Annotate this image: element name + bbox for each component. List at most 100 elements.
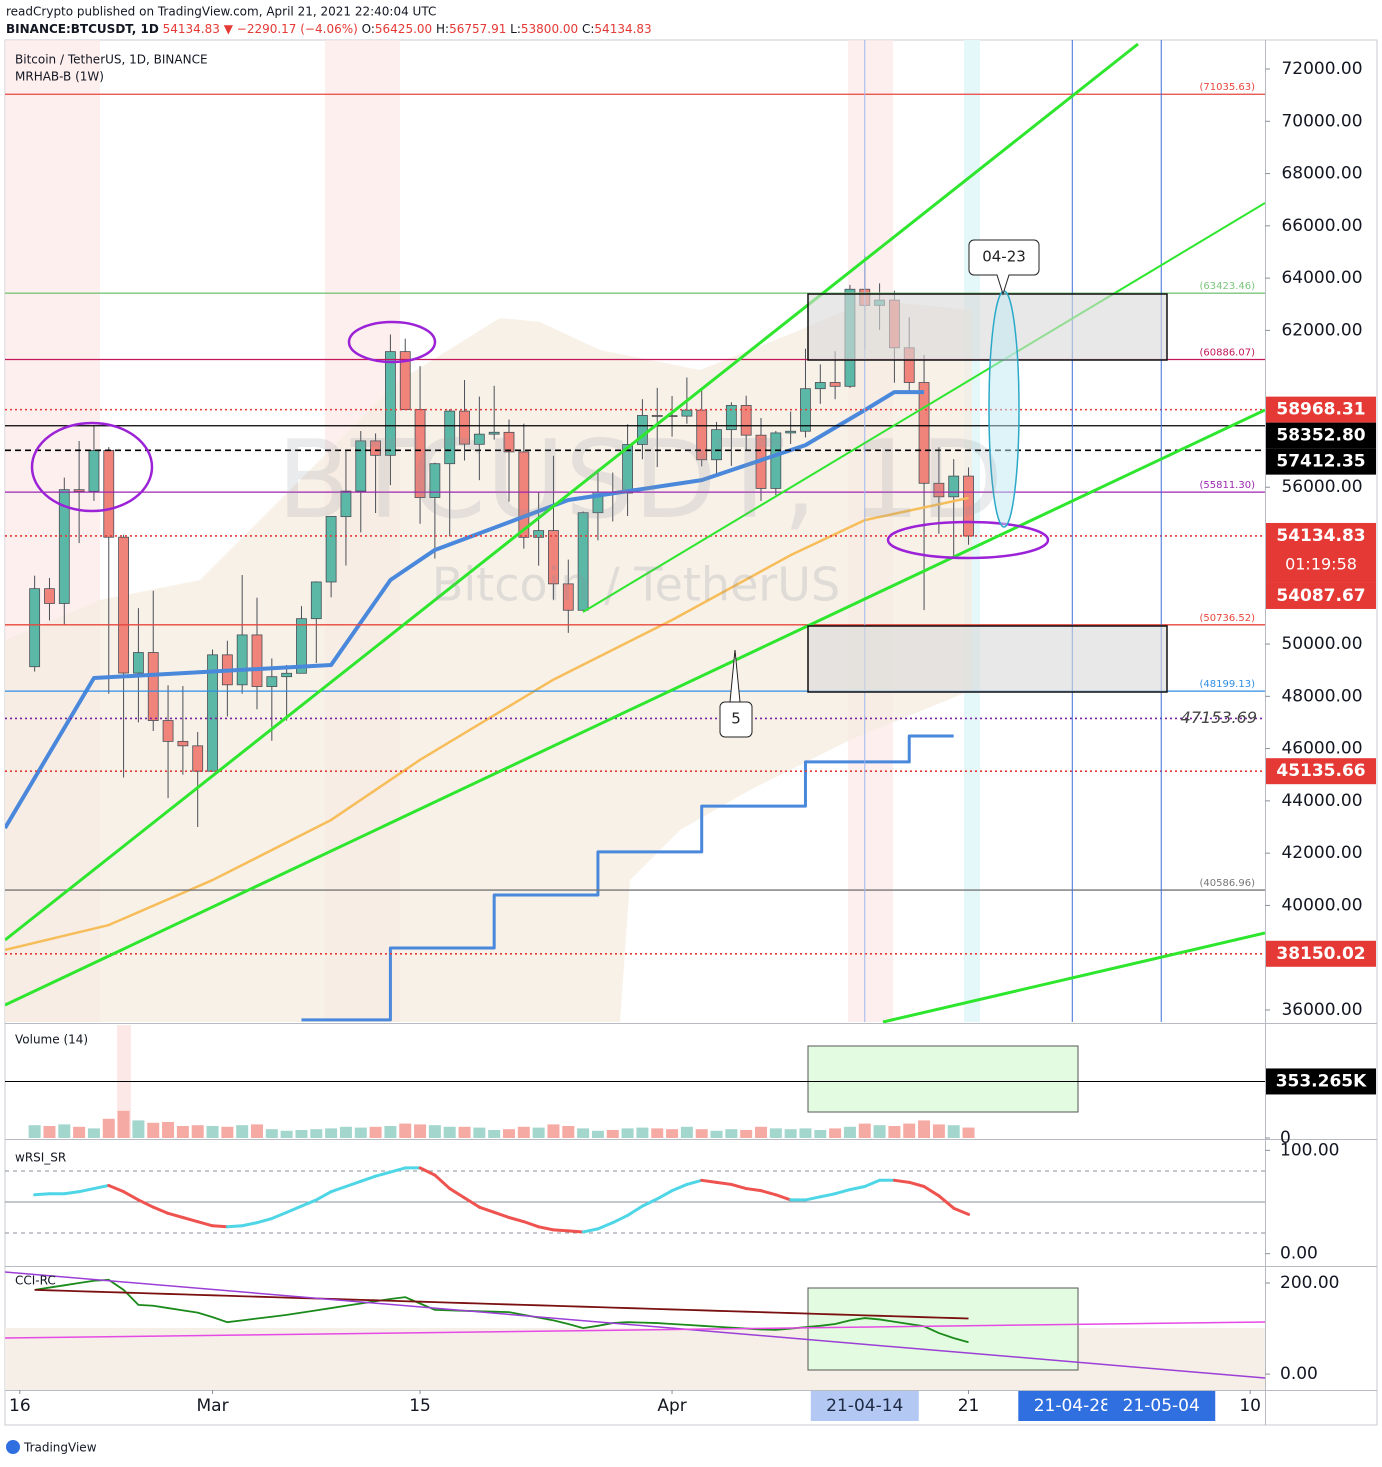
last-price: 54134.83 [163,22,220,36]
price-tag [1266,448,1376,475]
candle-body [503,431,515,453]
time-marker-label: 21-05-04 [1123,1396,1200,1416]
level-label: (50736.52) [1199,613,1255,624]
drawings [5,42,1265,1379]
candle-body [251,634,263,687]
volume-bar [547,1124,560,1138]
x-tick-label: 15 [409,1396,431,1416]
x-tick-label: Mar [196,1396,228,1416]
candle-body [192,745,204,772]
volume-bar [414,1124,427,1138]
volume-bar [962,1127,975,1138]
price-tag-label: 58352.80 [1276,426,1365,446]
price-tag-label: 45135.66 [1276,761,1365,781]
zone-box [807,1045,1079,1113]
candle-body [963,475,974,537]
volume-bar [206,1125,219,1138]
volume-bar [843,1126,856,1138]
y-tick-label: 46000.00 [1281,739,1362,759]
candle-body [177,740,189,747]
pane-title: Volume (14) [15,1033,88,1047]
candle-body [44,588,55,604]
level-label: (71035.63) [1199,82,1255,93]
indicator-segment [477,1205,496,1214]
indicator-segment [418,1166,437,1177]
volume-bar [814,1129,827,1138]
volume-tag-label: 353.265K [1276,1071,1367,1091]
price-tag [1266,582,1376,609]
volume-bar [932,1124,945,1138]
y-tick-label: 72000.00 [1281,59,1362,79]
indicator-line [301,734,954,1022]
indicator-line [5,390,925,830]
indicator-segment [507,1216,526,1224]
indicator-segment [581,1227,600,1234]
candle-body [681,409,693,417]
indicator-line [34,1288,969,1320]
ohlc-label: H: [436,22,449,36]
volume-bar [265,1129,278,1138]
level-label: (48199.13) [1199,679,1255,690]
indicator-segment [922,1185,941,1198]
volume-bar [532,1127,545,1138]
indicator-segment [211,1224,229,1229]
callout-text: 04-23 [982,248,1026,266]
candle-body [459,410,470,445]
indicator-segment [285,1204,303,1214]
volume-bar [73,1126,86,1138]
volume-bar [680,1126,693,1138]
volume-bar [221,1126,234,1138]
candle-body [29,588,41,668]
volume-bar [517,1126,530,1138]
x-tick-label: 10 [1239,1396,1261,1416]
price-tag-label: 58968.31 [1276,400,1365,420]
indicator-segment [314,1190,333,1202]
indicator-segment [774,1193,793,1202]
volume-bar [87,1128,100,1138]
candle-body [948,475,960,498]
candle-body [88,450,100,492]
volume-bar [918,1120,931,1138]
indicator-segment [522,1220,541,1229]
price-change: ▼ −2290.17 (−4.06%) [224,22,358,36]
level-label: (60886.07) [1199,348,1255,359]
cci-trend [5,1271,1265,1379]
y-tick-label: 66000.00 [1281,216,1362,236]
volume-bar [606,1129,619,1138]
indicator-segment [433,1173,452,1191]
indicator-segment [299,1198,318,1208]
indicator-segment [240,1221,259,1228]
candle-body [473,433,485,445]
indicator-segment [566,1229,585,1234]
indicator-segment [344,1179,363,1188]
candle-body [355,440,367,492]
volume-bar [858,1123,871,1138]
indicator-segment [492,1210,511,1219]
candle-body [785,430,797,434]
indicator-segment [670,1182,689,1193]
ohlc-value: 56425.00 [375,22,432,36]
indicator-segment [818,1192,837,1199]
level-label: (55811.30) [1199,480,1255,491]
indicator-segment [537,1225,555,1232]
callout [968,239,1040,296]
volume-bar [58,1124,71,1138]
volume-bar [310,1129,323,1138]
y-tick-label: 50000.00 [1281,634,1362,654]
volume-bar [339,1126,352,1138]
indicator-segment [196,1220,215,1228]
price-tag [1266,940,1376,967]
candle-body [310,581,322,620]
price-tag-label: 54087.67 [1276,586,1365,606]
y-tick-label: 70000.00 [1281,111,1362,131]
indicator-segment [848,1185,867,1192]
indicator-segment [640,1197,659,1208]
footer-logo: TradingView [6,1440,97,1455]
volume-bar [43,1125,56,1138]
candle-body [577,512,589,611]
volume-bar [325,1128,338,1138]
y-tick-label: 200.00 [1280,1273,1339,1293]
